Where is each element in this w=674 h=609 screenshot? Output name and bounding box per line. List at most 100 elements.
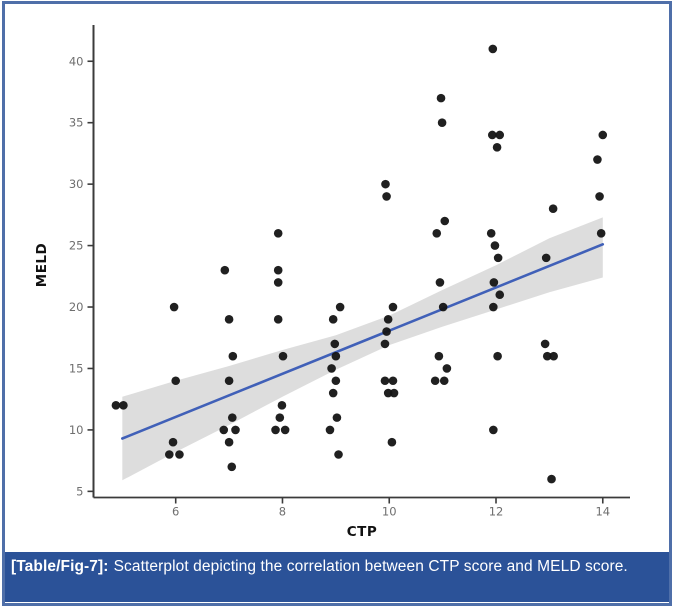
data-point <box>380 376 390 386</box>
data-point <box>273 315 283 324</box>
data-point <box>334 450 343 459</box>
data-point <box>495 130 505 140</box>
data-point <box>489 425 498 435</box>
data-point <box>330 339 340 349</box>
data-point <box>328 315 338 324</box>
data-point <box>219 425 229 435</box>
data-point <box>440 216 450 226</box>
data-point <box>119 401 128 410</box>
y-tick-label: 15 <box>69 361 84 375</box>
data-point <box>593 155 602 164</box>
data-point <box>430 376 440 386</box>
data-point <box>171 376 181 386</box>
data-point <box>331 351 341 361</box>
x-tick-label: 10 <box>382 505 397 519</box>
x-axis-ticks: 6 8 10 12 14 <box>172 497 610 519</box>
data-point <box>489 302 498 312</box>
data-point <box>547 474 556 484</box>
data-point <box>273 278 283 287</box>
x-tick-label: 14 <box>595 505 610 519</box>
scatter-plot: 5 10 15 20 25 30 35 40 6 8 10 12 14 MELD CTP <box>34 25 630 540</box>
data-point <box>278 351 288 361</box>
data-point <box>273 228 283 238</box>
data-point <box>231 425 240 435</box>
data-point <box>595 192 604 201</box>
x-tick-label: 6 <box>172 505 179 519</box>
caption-text: Scatterplot depicting the correlation be… <box>113 558 628 575</box>
data-point <box>388 376 398 386</box>
data-point <box>382 192 391 201</box>
data-point <box>111 401 121 410</box>
data-point <box>271 425 280 435</box>
y-tick-label: 20 <box>69 300 84 314</box>
y-tick-label: 5 <box>76 484 83 498</box>
data-point <box>388 302 398 312</box>
data-point <box>175 450 184 459</box>
data-point <box>273 265 283 275</box>
data-point <box>489 278 499 287</box>
data-point <box>325 425 335 435</box>
data-point <box>549 351 558 361</box>
data-point <box>486 228 496 238</box>
x-tick-label: 12 <box>489 505 504 519</box>
y-tick-label: 10 <box>69 423 84 437</box>
data-point <box>492 142 502 152</box>
data-point <box>490 241 500 250</box>
y-tick-label: 30 <box>69 177 84 191</box>
data-point <box>542 351 552 361</box>
data-point <box>493 351 502 361</box>
y-tick-label: 25 <box>69 239 84 253</box>
data-point <box>548 204 558 214</box>
data-point <box>275 413 285 422</box>
regression-line <box>121 243 605 440</box>
data-point <box>439 376 449 386</box>
data-point <box>331 376 341 386</box>
data-point <box>224 437 234 447</box>
data-point <box>165 450 174 459</box>
data-point <box>224 315 234 324</box>
data-point <box>228 351 238 361</box>
data-point <box>383 315 393 324</box>
data-point <box>335 302 345 312</box>
data-point <box>487 130 497 140</box>
data-point <box>327 364 336 373</box>
data-point <box>328 388 338 398</box>
data-point <box>227 462 237 472</box>
data-points <box>111 44 608 484</box>
x-tick-label: 8 <box>279 505 286 519</box>
data-point <box>277 401 287 410</box>
y-axis-label: MELD <box>34 243 50 287</box>
data-point <box>540 339 550 349</box>
data-point <box>437 118 447 127</box>
data-point <box>280 425 290 435</box>
data-point <box>435 278 445 287</box>
data-point <box>381 179 390 189</box>
y-tick-label: 40 <box>69 54 84 68</box>
x-axis-label: CTP <box>347 524 378 540</box>
data-point <box>380 339 390 349</box>
data-point <box>432 228 442 238</box>
data-point <box>224 376 234 386</box>
data-point <box>434 351 444 361</box>
data-point <box>169 302 179 312</box>
data-point <box>438 302 448 312</box>
data-point <box>495 290 505 300</box>
data-point <box>382 327 391 336</box>
y-axis-ticks: 5 10 15 20 25 30 35 40 <box>69 54 94 498</box>
data-point <box>220 265 230 275</box>
data-point <box>389 388 399 398</box>
caption-bar: [Table/Fig-7]: Scatterplot depicting the … <box>4 552 670 602</box>
data-point <box>227 413 237 422</box>
caption-tag: [Table/Fig-7]: <box>11 558 109 575</box>
data-point <box>596 228 606 238</box>
confidence-band <box>122 217 603 481</box>
data-point <box>541 253 551 263</box>
data-point <box>493 253 503 263</box>
data-point <box>436 93 446 103</box>
data-point <box>488 44 498 54</box>
data-point <box>168 437 178 447</box>
data-point <box>598 130 608 140</box>
confidence-band-area <box>122 217 603 481</box>
data-point <box>387 437 397 447</box>
